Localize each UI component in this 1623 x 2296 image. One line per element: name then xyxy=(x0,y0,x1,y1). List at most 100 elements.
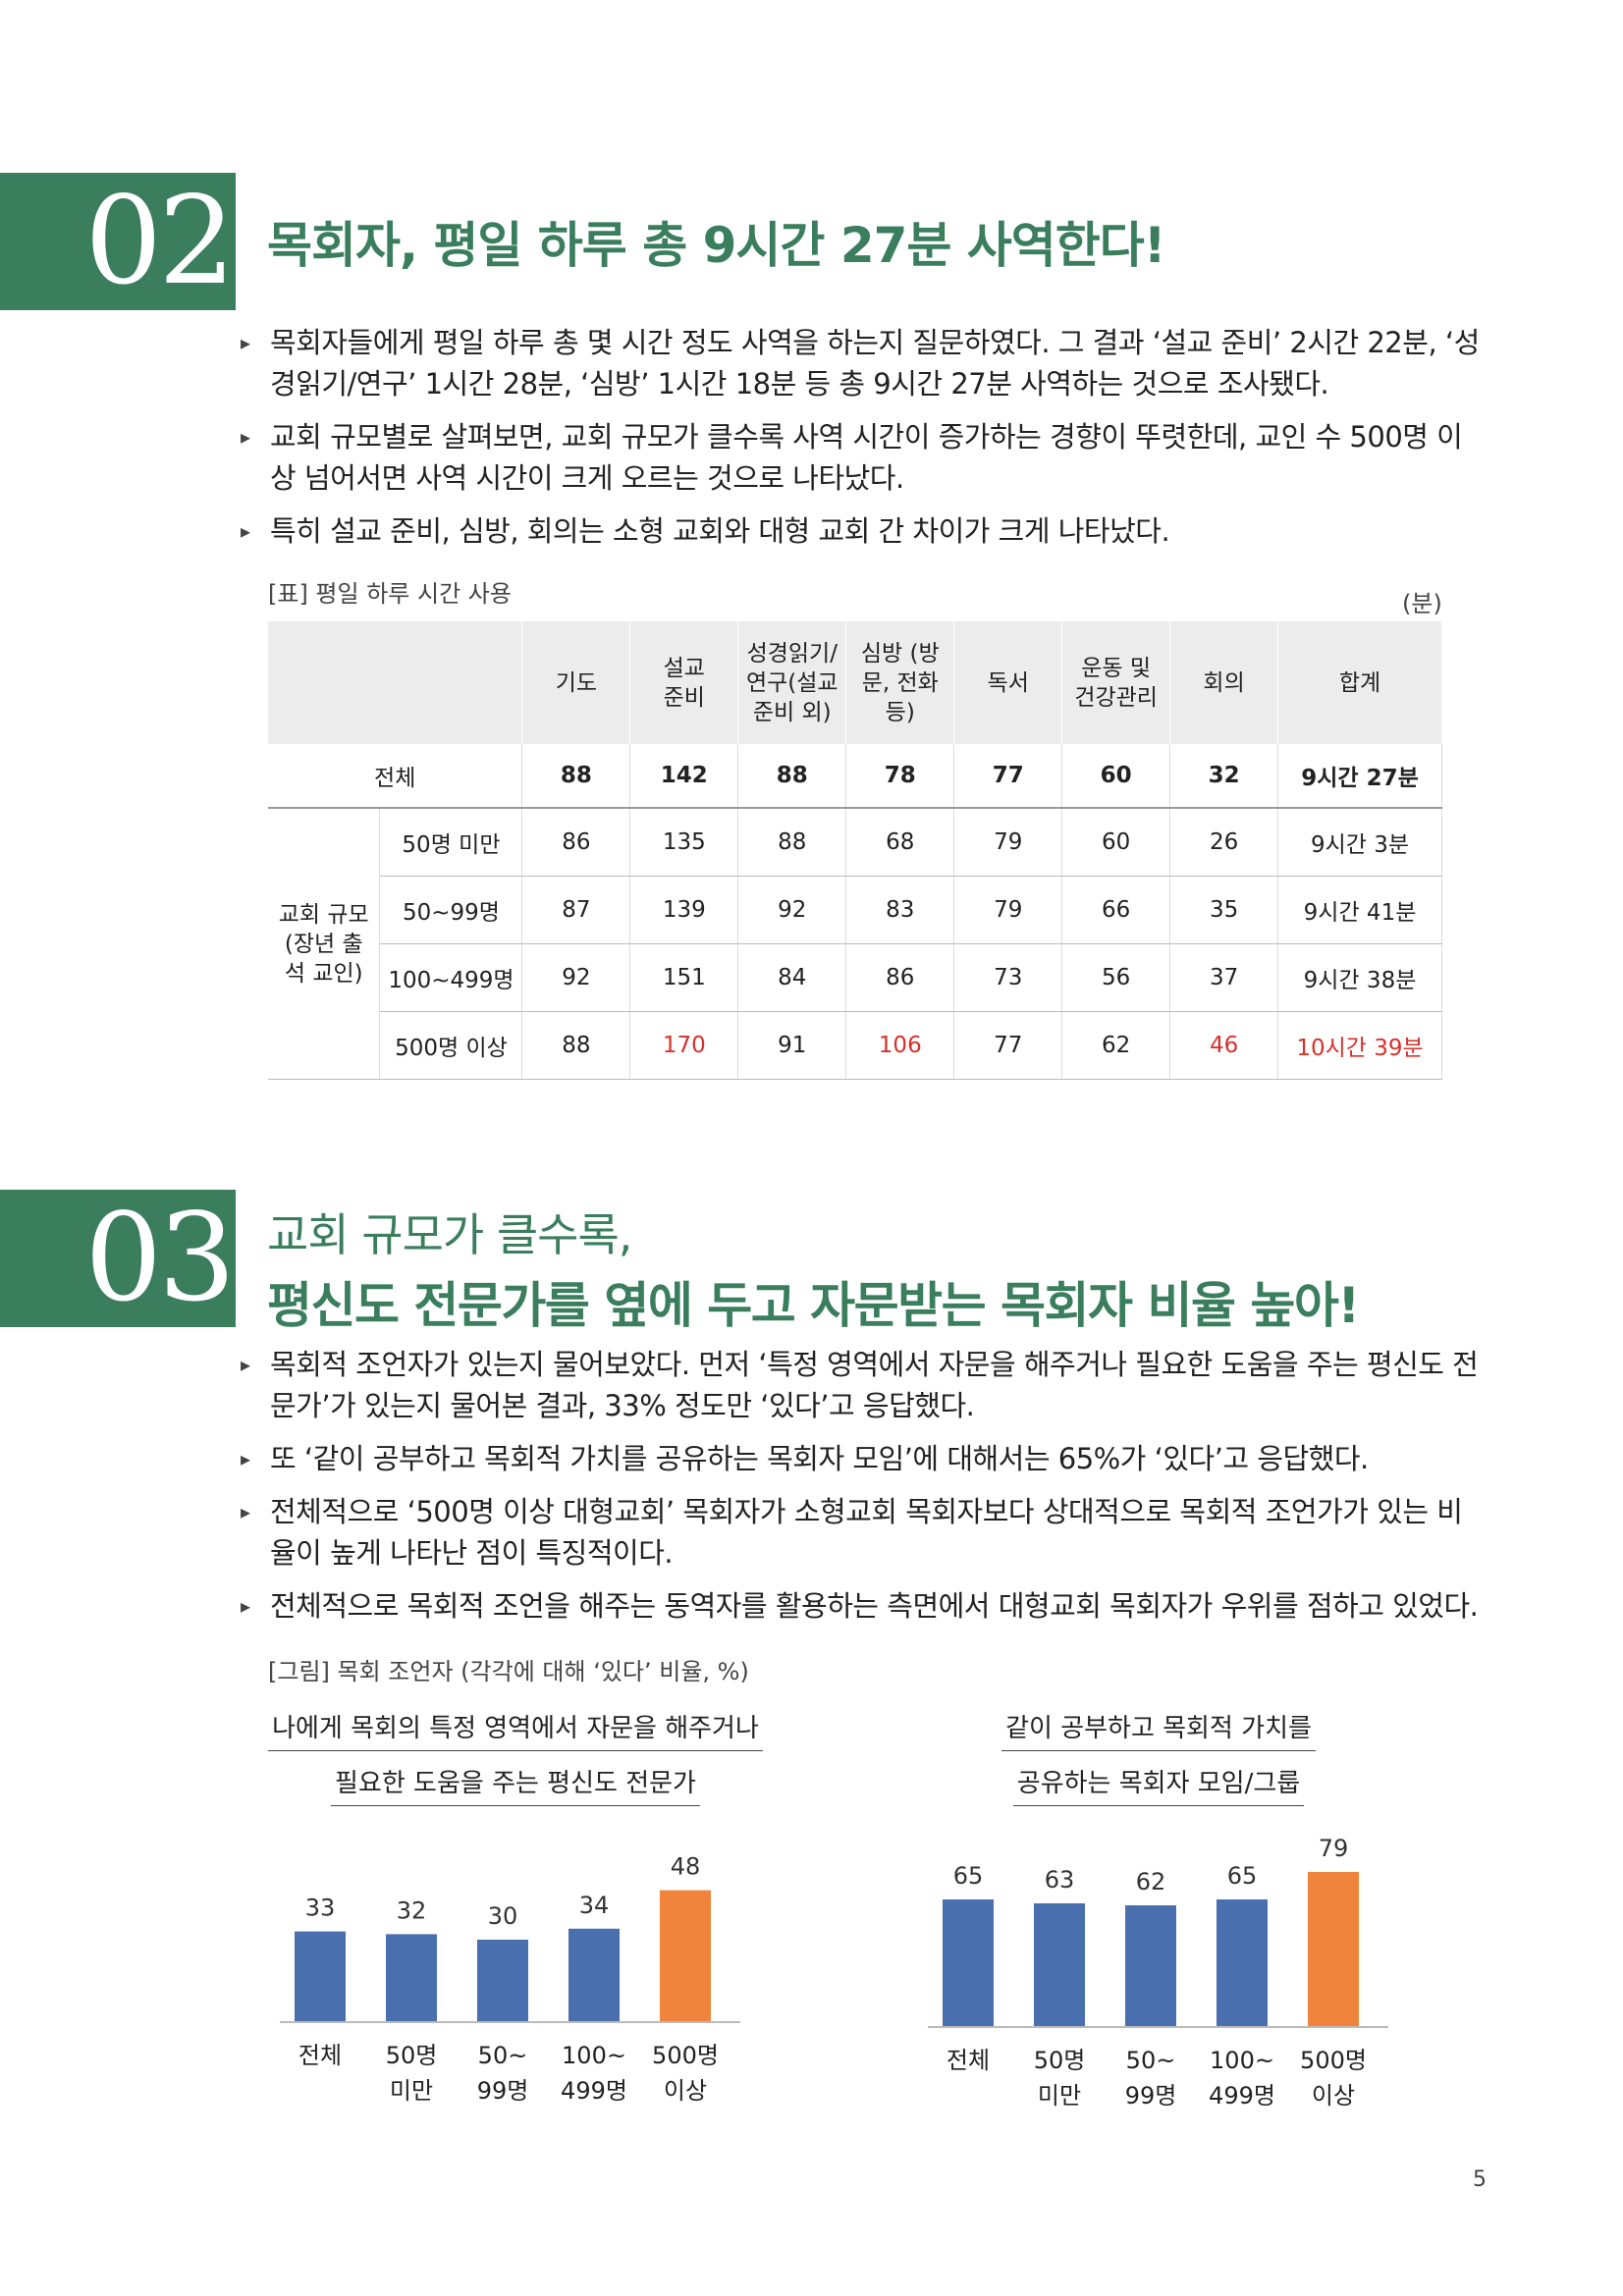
table-cell: 86 xyxy=(521,808,631,877)
table-header-row: 기도 설교 준비 성경읽기/ 연구(설교 준비 외) 심방 (방문, 전화 등)… xyxy=(268,621,1442,744)
table-cell: 151 xyxy=(629,943,739,1012)
chart-1-title-line1: 나에게 목회의 특정 영역에서 자문을 해주거나 xyxy=(268,1708,763,1751)
table-row: 100~499명 92 151 84 86 73 56 37 9시간 38분 xyxy=(268,943,1442,1012)
category-label: 99명 xyxy=(477,2077,529,2105)
chart-2-title-line1: 같이 공부하고 목회적 가치를 xyxy=(1001,1708,1316,1751)
bar xyxy=(386,1934,437,2022)
category-label: 미만 xyxy=(390,2077,433,2105)
table-cell: 92 xyxy=(737,876,847,944)
table-cell: 87 xyxy=(521,876,631,944)
table-row-total: 전체 88 142 88 78 77 60 32 9시간 27분 xyxy=(268,744,1442,809)
bullet-item: 전체적으로 ‘500명 이상 대형교회’ 목회자가 소형교회 목회자보다 상대적… xyxy=(241,1491,1488,1574)
table-cell: 79 xyxy=(953,808,1063,877)
table-caption: [표] 평일 하루 시간 사용 xyxy=(268,580,512,608)
section-02-bullets: 목회자들에게 평일 하루 총 몇 시간 정도 사역을 하는지 질문하였다. 그 … xyxy=(241,322,1488,563)
table-cell-highlight: 10시간 39분 xyxy=(1277,1011,1442,1080)
bullet-item: 교회 규모별로 살펴보면, 교회 규모가 클수록 사역 시간이 증가하는 경향이… xyxy=(241,416,1488,499)
chart-2-title: 같이 공부하고 목회적 가치를 공유하는 목회자 모임/그룹 xyxy=(903,1708,1414,1806)
section-03-title-line1: 교회 규모가 클수록, xyxy=(267,1208,632,1261)
table-cell: 78 xyxy=(845,744,955,809)
category-label: 100~ xyxy=(1210,2047,1274,2074)
data-label: 62 xyxy=(1136,1868,1166,1896)
header-visitation: 심방 (방문, 전화 등) xyxy=(845,621,955,744)
table-cell: 26 xyxy=(1169,808,1279,877)
data-label: 65 xyxy=(953,1862,984,1890)
header-bible-study: 성경읽기/ 연구(설교 준비 외) xyxy=(737,621,847,744)
table-cell: 60 xyxy=(1061,744,1171,809)
data-label: 65 xyxy=(1227,1862,1258,1890)
header-blank xyxy=(268,621,523,744)
time-usage-table: 기도 설교 준비 성경읽기/ 연구(설교 준비 외) 심방 (방문, 전화 등)… xyxy=(268,621,1442,1080)
table-cell: 92 xyxy=(521,943,631,1012)
table-cell-highlight: 106 xyxy=(845,1011,955,1080)
header-exercise: 운동 및 건강관리 xyxy=(1061,621,1171,744)
table-cell: 79 xyxy=(953,876,1063,944)
header-total: 합계 xyxy=(1277,621,1442,744)
table-cell: 84 xyxy=(737,943,847,1012)
table-cell: 86 xyxy=(845,943,955,1012)
header-sermon-prep: 설교 준비 xyxy=(629,621,739,744)
table-cell: 135 xyxy=(629,808,739,877)
category-label: 50명 xyxy=(1034,2047,1086,2074)
table-cell: 77 xyxy=(953,744,1063,809)
section-02-title: 목회자, 평일 하루 총 9시간 27분 사역한다! xyxy=(267,217,1166,274)
data-label: 30 xyxy=(488,1902,518,1930)
group-label: 교회 규모 (장년 출석 교인) xyxy=(268,808,381,1080)
table-cell: 9시간 3분 xyxy=(1277,808,1442,877)
table-cell: 83 xyxy=(845,876,955,944)
row-label: 100~499명 xyxy=(379,943,523,1012)
chart-2-title-line2: 공유하는 목회자 모임/그룹 xyxy=(1012,1763,1305,1806)
bar xyxy=(1217,1899,1268,2027)
header-meeting: 회의 xyxy=(1169,621,1279,744)
table-cell: 68 xyxy=(845,808,955,877)
bar xyxy=(568,1928,620,2022)
row-label: 50명 미만 xyxy=(379,808,523,877)
table-cell: 62 xyxy=(1061,1011,1171,1080)
data-label: 79 xyxy=(1319,1835,1349,1862)
table-cell-highlight: 46 xyxy=(1169,1011,1279,1080)
category-label: 500명 xyxy=(1300,2047,1367,2074)
table-unit: (분) xyxy=(1402,590,1442,617)
table-cell: 139 xyxy=(629,876,739,944)
bullet-item: 목회자들에게 평일 하루 총 몇 시간 정도 사역을 하는지 질문하였다. 그 … xyxy=(241,322,1488,404)
page-number: 5 xyxy=(1473,2167,1487,2192)
category-label: 이상 xyxy=(1312,2082,1355,2109)
header-reading: 독서 xyxy=(953,621,1063,744)
header-prayer: 기도 xyxy=(521,621,631,744)
table-cell: 88 xyxy=(737,808,847,877)
bar xyxy=(1034,1903,1085,2027)
bar xyxy=(1125,1905,1176,2027)
table-cell: 91 xyxy=(737,1011,847,1080)
table-cell: 77 xyxy=(953,1011,1063,1080)
table-cell: 88 xyxy=(737,744,847,809)
row-label: 500명 이상 xyxy=(379,1011,523,1080)
chart-1-title-line2: 필요한 도움을 주는 평신도 전문가 xyxy=(331,1763,700,1806)
category-label: 50명 xyxy=(386,2042,438,2069)
category-label: 100~ xyxy=(562,2042,626,2069)
category-label: 499명 xyxy=(1209,2082,1275,2109)
category-label: 50~ xyxy=(478,2042,528,2069)
bullet-item: 목회적 조언자가 있는지 물어보았다. 먼저 ‘특정 영역에서 자문을 해주거나… xyxy=(241,1344,1488,1426)
table-cell: 37 xyxy=(1169,943,1279,1012)
data-label: 63 xyxy=(1045,1866,1075,1894)
section-03-title-line2: 평신도 전문가를 옆에 두고 자문받는 목회자 비율 높아! xyxy=(267,1277,1360,1334)
table-cell: 66 xyxy=(1061,876,1171,944)
section-number-03: 03 xyxy=(0,1190,236,1327)
table-cell: 9시간 41분 xyxy=(1277,876,1442,944)
category-label: 전체 xyxy=(947,2047,990,2074)
category-label: 499명 xyxy=(561,2077,627,2105)
table-cell: 56 xyxy=(1061,943,1171,1012)
category-label: 50~ xyxy=(1126,2047,1176,2074)
table-cell: 35 xyxy=(1169,876,1279,944)
figure-caption: [그림] 목회 조언자 (각각에 대해 ‘있다’ 비율, %) xyxy=(268,1658,749,1685)
data-label: 48 xyxy=(671,1853,701,1881)
table-row: 교회 규모 (장년 출석 교인) 50명 미만 86 135 88 68 79 … xyxy=(268,808,1442,1080)
bar xyxy=(660,1890,711,2022)
data-label: 34 xyxy=(579,1892,610,1919)
data-label: 32 xyxy=(397,1896,427,1924)
table-cell: 32 xyxy=(1169,744,1279,809)
chart-1-title: 나에게 목회의 특정 영역에서 자문을 해주거나 필요한 도움을 주는 평신도 … xyxy=(265,1708,766,1806)
row-label: 50~99명 xyxy=(379,876,523,944)
category-label: 500명 xyxy=(652,2042,719,2069)
